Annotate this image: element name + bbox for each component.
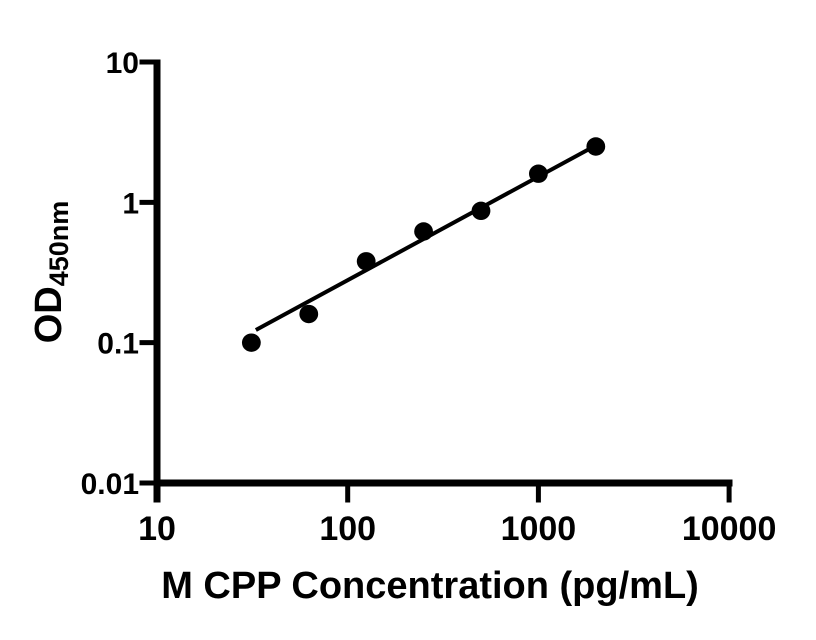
y-tick-label-0.01: 0.01 xyxy=(81,468,139,501)
x-tick-label-10: 10 xyxy=(138,510,176,548)
plot-area: 10 1 0.1 0.01 10 100 1000 10000 xyxy=(81,47,777,548)
x-tick-label-10000: 10000 xyxy=(682,510,777,548)
data-point-62.5 xyxy=(299,304,319,324)
y-tick-label-0.1: 0.1 xyxy=(97,328,139,361)
data-point-1000 xyxy=(529,164,548,183)
x-axis-title: M CPP Concentration (pg/mL) xyxy=(161,565,699,607)
y-axis-title: OD450nm xyxy=(28,201,74,344)
x-tick-label-1000: 1000 xyxy=(501,510,577,548)
x-tick-label-100: 100 xyxy=(319,510,376,548)
y-axis-title-subscript: 450nm xyxy=(44,201,74,287)
data-point-2000 xyxy=(586,137,606,156)
y-axis-title-main: OD xyxy=(28,286,70,343)
data-point-500 xyxy=(471,201,491,221)
data-point-31.25 xyxy=(241,333,261,352)
data-point-250 xyxy=(414,222,433,241)
y-tick-label-10: 10 xyxy=(106,47,139,80)
data-point-125 xyxy=(356,252,376,271)
y-tick-label-1: 1 xyxy=(122,187,139,220)
